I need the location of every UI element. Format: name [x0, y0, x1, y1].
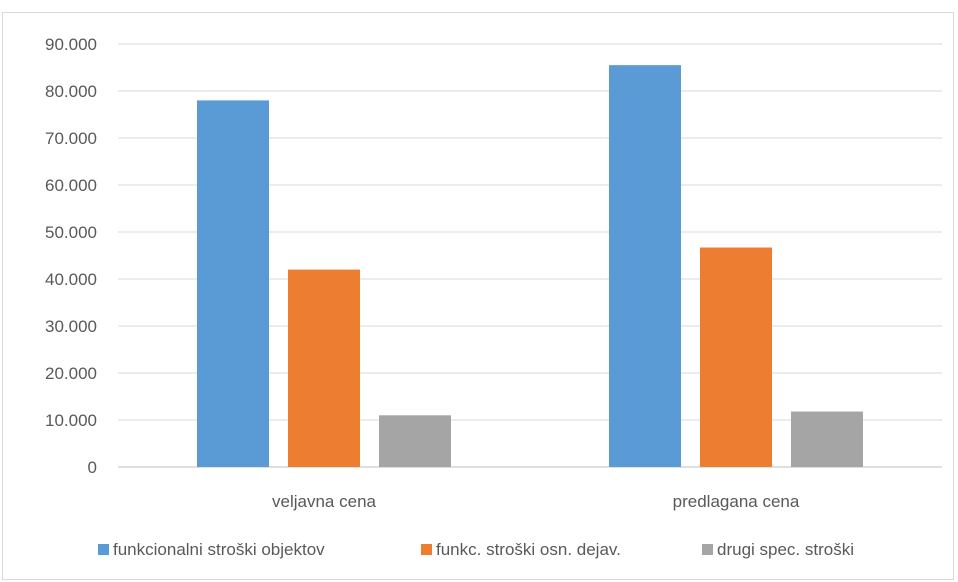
y-tick-label: 80.000: [45, 82, 97, 101]
bar-drugi-spec-stro-ki-2: [791, 411, 863, 467]
bar-funkcionalni-stro-ki-objektov-1: [197, 100, 269, 468]
y-tick-label: 20.000: [45, 364, 97, 383]
legend-label: funkcionalni stroški objektov: [113, 540, 325, 559]
y-axis-tick-labels: 0 10.000 20.000 30.000 40.000 50.000 60.000 70.…: [45, 35, 97, 477]
legend-swatch: [702, 544, 713, 555]
y-tick-label: 90.000: [45, 35, 97, 54]
bar-funkc-stro-ki-osn-dejav--1: [288, 269, 360, 467]
bar-drugi-spec-stro-ki-1: [379, 415, 451, 467]
y-tick-label: 0: [88, 458, 97, 477]
legend-swatch: [421, 544, 432, 555]
legend-label: drugi spec. stroški: [717, 540, 854, 559]
bar-funkc-stro-ki-osn-dejav--2: [700, 247, 772, 467]
bars: [197, 65, 863, 468]
y-tick-label: 70.000: [45, 129, 97, 148]
y-tick-label: 40.000: [45, 270, 97, 289]
x-category-label: veljavna cena: [272, 492, 377, 511]
bar-funkcionalni-stro-ki-objektov-2: [609, 65, 681, 468]
chart-frame: [2, 12, 954, 580]
x-category-label: predlagana cena: [673, 492, 800, 511]
x-axis-category-labels: veljavna cena predlagana cena: [272, 492, 800, 511]
legend-swatch: [98, 544, 109, 555]
legend: funkcionalni stroški objektov funkc. stro…: [98, 540, 854, 559]
y-tick-label: 30.000: [45, 317, 97, 336]
y-tick-label: 60.000: [45, 176, 97, 195]
y-tick-label: 50.000: [45, 223, 97, 242]
legend-label: funkc. stroški osn. dejav.: [436, 540, 621, 559]
y-tick-label: 10.000: [45, 411, 97, 430]
